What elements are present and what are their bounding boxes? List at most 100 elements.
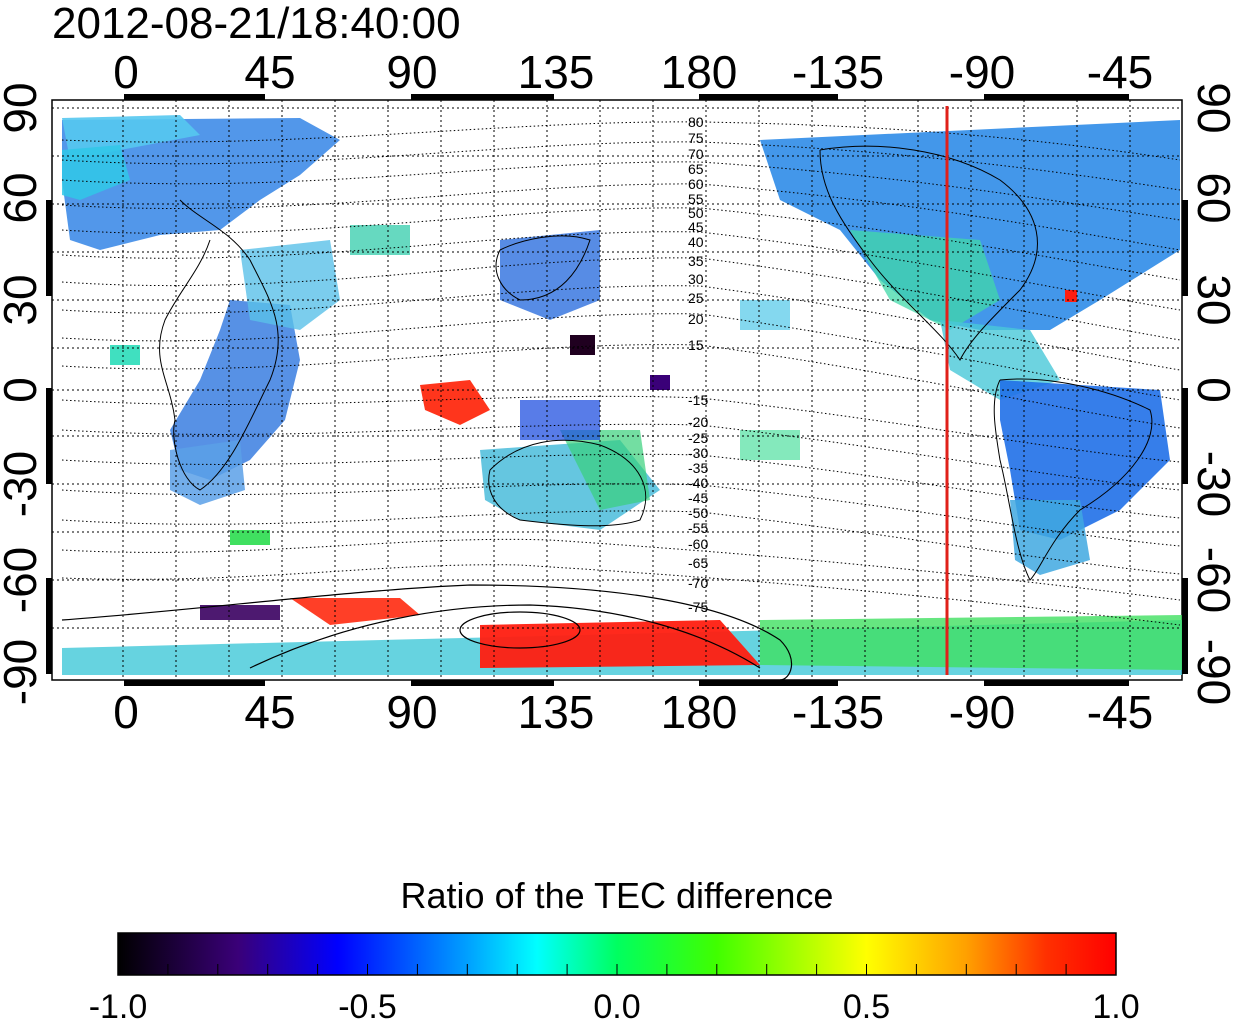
data-patch	[110, 345, 140, 365]
data-region-east-asia	[500, 230, 600, 320]
data-region-north-america	[760, 120, 1180, 330]
top-axis-label: 0	[113, 46, 139, 98]
contour-label: 60	[688, 176, 704, 192]
contour-label: -70	[688, 575, 708, 591]
bottom-axis-label: 0	[113, 686, 139, 738]
data-region-southern-africa	[170, 440, 245, 505]
colorbar-tick-labels: -1.0 -0.5 0.0 0.5 1.0	[89, 988, 1140, 1024]
contour-label: -60	[688, 536, 708, 552]
left-axis-labels: 90 60 30 0 -30 -60 -90	[0, 82, 46, 705]
data-patch	[740, 430, 800, 460]
contour-label: 35	[688, 253, 704, 269]
left-axis-label: -60	[0, 547, 46, 613]
data-region-eurasia	[62, 118, 340, 250]
data-region-antarctic-red	[480, 620, 760, 668]
top-axis-label: -135	[792, 46, 884, 98]
magnetic-latitude-contours	[61, 121, 1181, 626]
contour-label: 30	[688, 271, 704, 287]
frame-tick-bars	[46, 94, 1188, 686]
data-patch	[520, 400, 600, 440]
contour-label: -20	[688, 414, 708, 430]
auroral-oval-contours	[61, 584, 793, 680]
right-axis-label: -90	[1188, 639, 1240, 705]
contour-label: -35	[688, 460, 708, 476]
left-axis-label: 0	[0, 377, 46, 403]
colorbar-tick-label: -1.0	[89, 988, 148, 1024]
contour-label: -40	[688, 475, 708, 491]
data-patch	[230, 530, 270, 545]
contour-label: 20	[688, 311, 704, 327]
top-axis-label: 45	[244, 46, 295, 98]
contour-label: 40	[688, 234, 704, 250]
contour-label: 80	[688, 114, 704, 130]
bottom-axis-label: -45	[1087, 686, 1153, 738]
top-axis-label: 135	[518, 46, 595, 98]
tec-data-layer	[62, 115, 1182, 675]
contour-label: 65	[688, 161, 704, 177]
contour-label: -75	[688, 599, 708, 615]
bottom-axis-label: 90	[386, 686, 437, 738]
contour-label: -55	[688, 520, 708, 536]
colorbar-tick-label: 0.0	[593, 988, 640, 1024]
data-region-maritime-asia-red	[420, 380, 490, 425]
data-region-north-america-green	[850, 230, 1000, 330]
coastlines	[159, 145, 1153, 581]
data-region-africa	[170, 300, 300, 480]
data-region-antarctic-red-west	[290, 598, 420, 625]
contour-label: -25	[688, 430, 708, 446]
top-axis-label: 90	[386, 46, 437, 98]
data-region-greenland-cyan	[62, 145, 130, 200]
colorbar-ticks	[117, 964, 1117, 975]
top-axis-label: -45	[1087, 46, 1153, 98]
right-axis-label: -30	[1188, 451, 1240, 517]
data-patch	[570, 335, 595, 355]
colorbar-tick-label: 1.0	[1092, 988, 1139, 1024]
timestamp-title: 2012-08-21/18:40:00	[52, 0, 461, 48]
data-region-south-america-south	[1010, 500, 1090, 575]
left-axis-label: 90	[0, 82, 46, 133]
left-axis-label: -90	[0, 639, 46, 705]
contour-label: 25	[688, 290, 704, 306]
bottom-axis-labels: 0 45 90 135 180 -135 -90 -45	[113, 686, 1153, 738]
contour-label: 15	[688, 337, 704, 353]
left-axis-label: 60	[0, 172, 46, 223]
data-region-antarctic-dark	[200, 605, 280, 620]
contour-label: 75	[688, 130, 704, 146]
contour-label: -30	[688, 445, 708, 461]
contour-label: -15	[688, 392, 708, 408]
data-patch	[650, 375, 670, 390]
contour-label: 55	[688, 191, 704, 207]
bottom-axis-label: 180	[661, 686, 738, 738]
bottom-axis-label: 45	[244, 686, 295, 738]
right-axis-labels: 90 60 30 0 -30 -60 -90	[1188, 82, 1240, 705]
contour-label: 45	[688, 219, 704, 235]
contour-label: -45	[688, 490, 708, 506]
top-axis-labels: 0 45 90 135 180 -135 -90 -45	[113, 46, 1153, 98]
top-axis-label: 180	[661, 46, 738, 98]
bottom-axis-label: -90	[949, 686, 1015, 738]
colorbar-tick-label: 0.5	[843, 988, 890, 1024]
right-axis-label: 90	[1188, 82, 1240, 133]
colorbar-tick-label: -0.5	[338, 988, 397, 1024]
right-axis-label: 60	[1188, 172, 1240, 223]
left-axis-label: -30	[0, 451, 46, 517]
right-axis-label: 0	[1188, 377, 1240, 403]
contour-label: 70	[688, 146, 704, 162]
data-patch	[740, 300, 790, 330]
data-patch	[1065, 290, 1077, 302]
bottom-axis-label: 135	[518, 686, 595, 738]
data-patch	[350, 225, 410, 255]
colorbar-title: Ratio of the TEC difference	[401, 875, 834, 916]
contour-label: -65	[688, 555, 708, 571]
right-axis-label: 30	[1188, 274, 1240, 325]
bottom-axis-label: -135	[792, 686, 884, 738]
left-axis-label: 30	[0, 274, 46, 325]
right-axis-label: -60	[1188, 547, 1240, 613]
contour-label: -50	[688, 505, 708, 521]
data-region-australia-east	[560, 430, 650, 510]
top-axis-label: -90	[949, 46, 1015, 98]
data-region-central-america	[940, 320, 1060, 400]
contour-label: 50	[688, 205, 704, 221]
